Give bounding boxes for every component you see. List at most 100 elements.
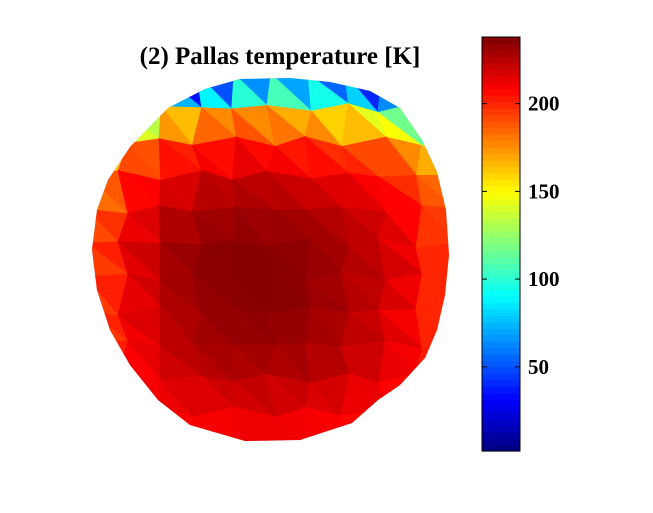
colorbar-band <box>482 153 520 161</box>
colorbar-band <box>482 211 520 219</box>
surface-facet <box>340 415 384 441</box>
colorbar-band <box>482 347 520 355</box>
colorbar-band <box>482 405 520 413</box>
surface-facet <box>92 377 129 417</box>
colorbar-band <box>482 198 520 206</box>
colorbar-tick-label: 200 <box>528 92 560 116</box>
colorbar-band <box>482 95 520 103</box>
surface-facet <box>418 413 449 441</box>
colorbar-band <box>482 334 520 342</box>
colorbar-band <box>482 114 520 122</box>
colorbar-band <box>482 321 520 329</box>
colorbar-band <box>482 244 520 252</box>
surface-facet <box>421 411 449 441</box>
surface-facet <box>339 408 386 441</box>
colorbar-band <box>482 379 520 387</box>
surface-facet <box>378 382 423 415</box>
colorbar-band <box>482 69 520 77</box>
colorbar-tick-label: 50 <box>528 355 549 379</box>
colorbar-band <box>482 256 520 265</box>
surface-facet <box>415 102 449 143</box>
colorbar-band <box>482 205 520 213</box>
surface-facet <box>233 406 272 441</box>
surface-facet <box>92 343 120 380</box>
surface-facet <box>92 411 129 441</box>
surface-facet <box>416 78 449 109</box>
surface-facet <box>92 140 119 176</box>
colorbar-band <box>482 82 520 90</box>
colorbar-ticks: 50 100 150 200 <box>482 92 560 379</box>
colorbar-band <box>482 308 520 316</box>
colorbar-band <box>482 373 520 381</box>
colorbar: 50 100 150 200 <box>481 36 560 452</box>
surface-facet <box>92 340 129 380</box>
colorbar-band <box>482 43 520 51</box>
surface-facet <box>92 411 125 441</box>
surface-facet <box>414 348 449 379</box>
colorbar-band <box>482 386 520 394</box>
colorbar-band <box>482 231 520 239</box>
colorbar-band <box>482 250 520 258</box>
surface-facet <box>92 106 130 144</box>
colorbar-band <box>482 276 520 284</box>
colorbar-band <box>482 412 520 420</box>
surface-facet <box>92 78 124 112</box>
surface-facet <box>126 407 162 441</box>
colorbar-tick-label: 100 <box>528 267 560 291</box>
colorbar-band <box>482 134 520 142</box>
colorbar-band <box>482 49 520 58</box>
colorbar-band <box>482 224 520 232</box>
colorbar-gradient <box>482 37 520 452</box>
colorbar-band <box>482 179 520 187</box>
surface-facet <box>416 101 449 146</box>
colorbar-band <box>482 121 520 129</box>
colorbar-band <box>482 360 520 368</box>
colorbar-band <box>482 166 520 174</box>
colorbar-band <box>482 218 520 226</box>
colorbar-frame <box>481 36 521 452</box>
colorbar-band <box>482 444 520 452</box>
surface-facet <box>117 78 163 111</box>
colorbar-band <box>482 172 520 180</box>
colorbar-band <box>482 431 520 439</box>
colorbar-band <box>482 328 520 336</box>
surface-facet <box>421 344 449 380</box>
colorbar-band <box>482 438 520 446</box>
colorbar-band <box>482 88 520 96</box>
surface-facet <box>159 78 203 109</box>
colorbar-band <box>482 341 520 349</box>
surface-facet <box>414 373 449 414</box>
surface-facet <box>270 416 310 441</box>
colorbar-band <box>482 425 520 433</box>
colorbar-band <box>482 75 520 83</box>
colorbar-band <box>482 392 520 400</box>
surface-facet <box>417 78 449 109</box>
colorbar-band <box>482 62 520 70</box>
colorbar-band <box>482 302 520 310</box>
colorbar-band <box>482 101 520 109</box>
colorbar-band <box>482 366 520 374</box>
surface-facet <box>92 107 129 145</box>
colorbar-tick-label: 150 <box>528 179 560 203</box>
colorbar-band <box>482 315 520 323</box>
colorbar-band <box>482 263 520 271</box>
colorbar-band <box>482 37 520 45</box>
surface-facet <box>380 78 420 104</box>
surface-facet <box>121 78 162 108</box>
surface-facet <box>116 378 162 409</box>
colorbar-band <box>482 399 520 407</box>
surface-facet <box>122 414 162 441</box>
colorbar-band <box>482 353 520 362</box>
surface-facet <box>116 106 162 140</box>
chart-title: (2) Pallas temperature [K] <box>140 43 421 70</box>
colorbar-band <box>482 418 520 426</box>
colorbar-band <box>482 289 520 297</box>
surface-facet <box>381 408 420 441</box>
surface-facet <box>383 408 424 441</box>
colorbar-band <box>482 237 520 245</box>
colorbar-band <box>482 295 520 303</box>
surface-facet <box>92 377 129 417</box>
colorbar-band <box>482 185 520 193</box>
colorbar-band <box>482 159 520 167</box>
